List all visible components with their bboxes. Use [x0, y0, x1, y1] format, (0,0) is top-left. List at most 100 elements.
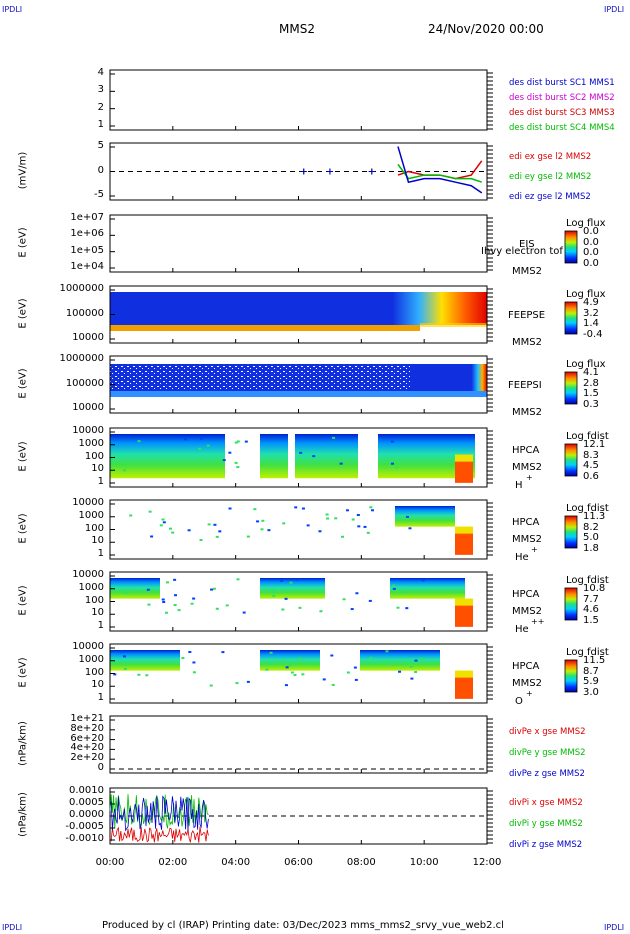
hpca-3-speck: [385, 650, 389, 653]
instrument-label: FEEPSI: [508, 380, 542, 391]
hpca-3-speck: [330, 654, 334, 657]
y-tick-label: 5: [97, 140, 104, 151]
hpca-2-speck: [173, 604, 177, 607]
edi-point: [326, 168, 333, 175]
hpca-3-speck: [122, 655, 126, 658]
hpca-2-speck: [392, 587, 396, 590]
divpi-series-2: [109, 795, 209, 832]
hpca-1-speck: [294, 506, 298, 509]
hpca-1-speck: [159, 524, 163, 527]
spacecraft-label: MMS2: [512, 678, 542, 689]
hpca-3-speck: [235, 682, 239, 685]
colorbar-value: 8.3: [583, 449, 599, 461]
hpca-2-speck: [319, 610, 323, 613]
hpca-0-speck: [222, 459, 226, 462]
hpca-1-speck: [357, 525, 361, 528]
hpca-0-speck: [228, 451, 232, 454]
colorbar-value: 5.9: [583, 676, 599, 688]
hpca-3-speck: [123, 667, 127, 670]
hpca-2-speck: [174, 594, 178, 597]
hpca-1-speck: [218, 530, 222, 533]
hpca-1-speck: [168, 527, 172, 530]
hpca-3-speck: [311, 663, 315, 666]
x-tick-label: 08:00: [346, 857, 376, 868]
species-label: He: [515, 552, 529, 563]
hpca-2-speck: [402, 591, 406, 594]
hpca-3-speck: [369, 656, 373, 659]
hpca-2-speck: [210, 588, 214, 591]
colorbar-title: Log flux: [566, 289, 606, 300]
hpca-0-speck: [122, 469, 126, 472]
colorbar-value: 0.6: [583, 471, 599, 482]
date-title: 24/Nov/2020 00:00: [428, 22, 544, 36]
corner-label-bl: IPDLI: [2, 923, 23, 932]
y-tick-label: 1: [97, 692, 104, 703]
y-tick-label: 100000: [65, 377, 104, 389]
legend-entry: des dist burst SC4 MMS4: [509, 123, 615, 133]
hpca-0-speck: [236, 440, 240, 443]
hpca-2-speck: [225, 604, 229, 607]
feepsi-low-band: [110, 391, 487, 397]
colorbar-title: Log fdist: [566, 647, 609, 658]
y-tick-label: 6e+20: [70, 732, 104, 744]
y-tick-label: 10: [91, 535, 104, 547]
hpca-3-speck: [192, 661, 196, 664]
hpca-1-speck: [356, 514, 360, 517]
y-tick-label: 10000: [72, 497, 104, 508]
species-label: O: [515, 696, 523, 707]
hpca-1-speck: [301, 507, 305, 510]
y-tick-label: 10: [91, 463, 104, 475]
corner-label-tr: IPDLI: [604, 5, 625, 14]
legend-entry: edi ex gse l2 MMS2: [509, 152, 592, 162]
hpca-2-speck: [125, 592, 129, 595]
colorbar-value: 1.5: [583, 388, 599, 400]
hpca-3-speck: [284, 684, 288, 687]
hpca-3-speck: [410, 677, 414, 680]
legend-entry: edi ey gse l2 MMS2: [509, 172, 592, 182]
hpca-3-speck: [331, 683, 335, 686]
colorbar-value: 1.5: [583, 615, 599, 626]
hpca-1-speck: [318, 530, 322, 533]
y-tick-label: 4e+20: [70, 742, 104, 754]
hpca-2-speck: [272, 591, 276, 594]
y-tick-label: 10000: [72, 332, 104, 343]
instrument-label: EIS: [519, 239, 535, 250]
y-tick-label: 10: [91, 607, 104, 619]
hpca-2-speck: [355, 592, 359, 595]
hpca-2-speck: [298, 606, 302, 609]
colorbar-title: Log flux: [566, 218, 606, 229]
colorbar-value: 4.1: [583, 367, 599, 378]
hpca-0-segment: [110, 434, 225, 479]
y-tick-label: 100: [84, 450, 104, 462]
hpca-1-speck: [246, 535, 250, 538]
hpca-2-speck: [281, 608, 285, 611]
hpca-1-speck: [326, 517, 330, 520]
colorbar-value: 10.8: [583, 583, 606, 594]
hpca-2-speck: [164, 611, 168, 614]
hpca-1-speck: [150, 535, 154, 538]
colorbar-value: 0.0: [583, 247, 599, 259]
hpca-2-speck: [242, 611, 246, 614]
hpca-3-speck: [137, 673, 141, 676]
hpca-0-speck: [183, 438, 187, 441]
y-tick-label: 0.0000: [69, 809, 104, 820]
colorbar: [564, 371, 578, 405]
y-axis-label: (nPa/km): [17, 792, 29, 837]
hpca-2-speck: [165, 581, 169, 584]
hpca-1-tail-yellow: [455, 526, 473, 534]
colorbar-value: 5.0: [583, 532, 599, 544]
hpca-2-speck: [190, 602, 194, 605]
feepse-orange-band: [110, 325, 420, 331]
y-tick-label: 100: [84, 522, 104, 534]
y-tick-label: 10000: [72, 569, 104, 580]
hpca-3-tail: [455, 676, 473, 699]
hpca-2-tail: [455, 604, 473, 627]
hpca-0-speck: [332, 436, 336, 439]
hpca-0-speck: [234, 441, 238, 444]
hpca-2-segment: [110, 578, 160, 599]
hpca-0-tail: [455, 460, 473, 483]
hpca-3-speck: [145, 674, 149, 677]
x-tick-label: 12:00: [472, 857, 502, 868]
hpca-3-speck: [298, 657, 302, 660]
